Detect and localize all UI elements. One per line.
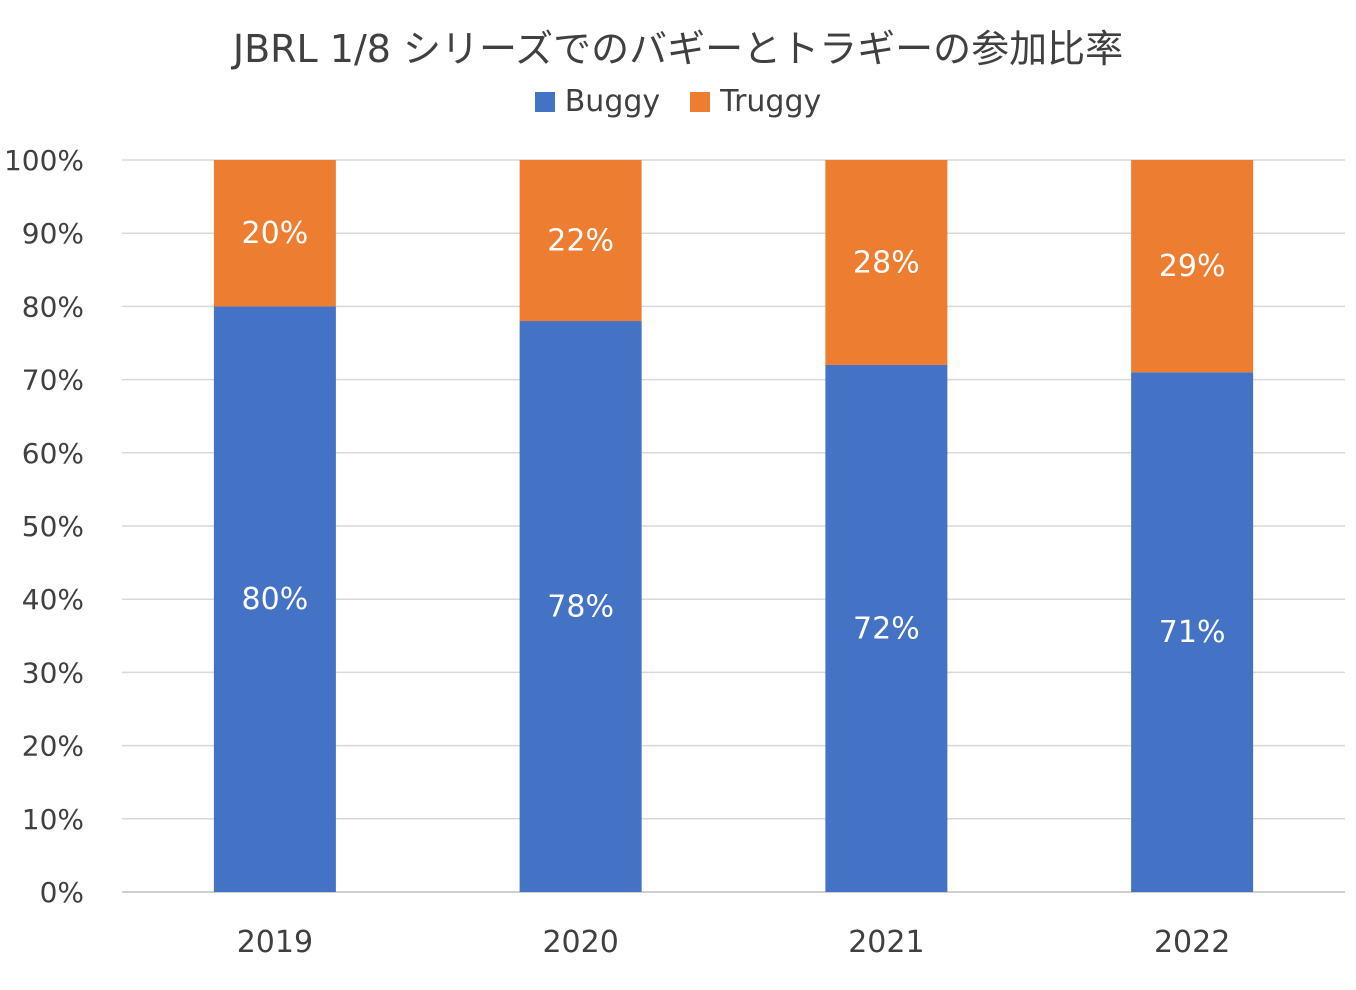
y-tick-label: 0%	[40, 876, 84, 909]
bar-buggy-2019	[213, 306, 336, 892]
y-tick-label: 80%	[22, 290, 84, 323]
legend: Buggy Truggy	[0, 84, 1356, 119]
legend-swatch-buggy	[534, 91, 555, 112]
y-tick-label: 50%	[22, 510, 84, 543]
y-tick-label: 70%	[22, 364, 84, 397]
y-tick-label: 30%	[22, 656, 84, 689]
y-axis-ticks: 0% 10% 20% 30% 40% 50% 60% 70% 80% 90% 100%	[4, 144, 84, 909]
bar-truggy-2021	[825, 160, 948, 365]
bar-buggy-2020	[519, 321, 642, 892]
x-tick-label: 2020	[542, 925, 618, 960]
data-labels: 80% 20% 78% 22% 72% 28% 71% 29%	[242, 216, 1226, 650]
bar-truggy-2019	[213, 160, 336, 307]
x-tick-label: 2021	[848, 925, 924, 960]
y-tick-label: 40%	[22, 583, 84, 616]
data-label-buggy-2022: 71%	[1159, 615, 1226, 650]
data-label-truggy-2021: 28%	[853, 245, 920, 280]
data-label-buggy-2020: 78%	[547, 590, 614, 625]
chart-title: JBRL 1/8 シリーズでのバギーとトラギーの参加比率	[232, 27, 1124, 71]
legend-label-buggy: Buggy	[564, 84, 661, 119]
bar-buggy-2021	[825, 364, 948, 893]
y-tick-label: 100%	[4, 144, 84, 177]
y-tick-label: 20%	[22, 730, 84, 763]
bar-buggy-2022	[1131, 372, 1254, 892]
bars	[213, 160, 1254, 893]
y-tick-label: 90%	[22, 217, 84, 250]
bar-truggy-2020	[519, 160, 642, 322]
data-label-buggy-2021: 72%	[853, 611, 920, 646]
y-tick-label: 60%	[22, 437, 84, 470]
bar-truggy-2022	[1131, 160, 1254, 373]
data-label-buggy-2019: 80%	[242, 582, 309, 617]
y-tick-label: 10%	[22, 803, 84, 836]
data-label-truggy-2020: 22%	[547, 224, 614, 259]
data-label-truggy-2022: 29%	[1159, 249, 1226, 284]
legend-label-truggy: Truggy	[720, 84, 822, 119]
data-label-truggy-2019: 20%	[242, 216, 309, 251]
legend-item-buggy: Buggy	[534, 84, 661, 119]
x-tick-label: 2019	[237, 925, 313, 960]
legend-item-truggy: Truggy	[690, 84, 821, 119]
legend-swatch-truggy	[690, 91, 711, 112]
x-tick-label: 2022	[1154, 925, 1230, 960]
x-axis-ticks: 2019 2020 2021 2022	[237, 925, 1231, 960]
